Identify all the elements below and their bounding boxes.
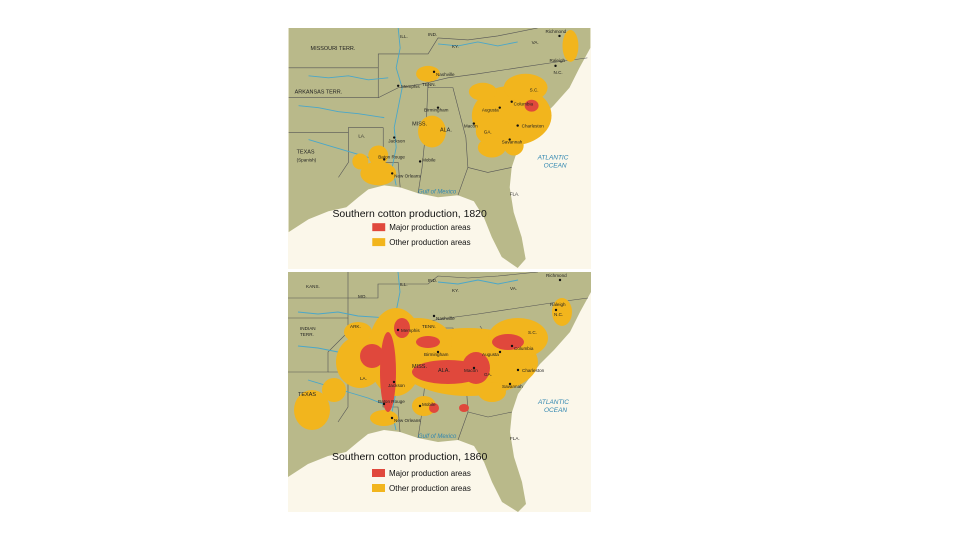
label-indian: INDIAN: [300, 326, 316, 331]
label-ky-1860: KY.: [452, 288, 459, 293]
label-fla-1860: FLA.: [510, 436, 520, 441]
label-ga-1860: GA.: [484, 372, 492, 377]
label-texas-1860: TEXAS: [298, 392, 316, 398]
city-new-orleans: New Orleans: [394, 173, 421, 178]
legend-major-1820: Major production areas: [389, 223, 470, 232]
city-macon: Macon: [464, 124, 478, 129]
city-jackson-1860: Jackson: [388, 383, 405, 388]
city-columbia-1860: Columbia: [514, 346, 534, 351]
label-ky: KY.: [452, 44, 459, 49]
production-1860: [294, 298, 572, 430]
map-1820-svg: MISSOURI TERR. ILL. IND. KY. VA. ARKANSA…: [288, 28, 591, 268]
label-tenn-1860: TENN.: [422, 324, 436, 329]
label-tenn: TENN.: [422, 82, 436, 87]
label-atlantic-1860: ATLANTIC: [537, 399, 569, 406]
city-birmingham-1860: Birmingham: [424, 352, 449, 357]
city-birmingham: Birmingham: [424, 108, 449, 113]
city-augusta: Augusta: [482, 108, 499, 113]
label-ocean-1820: OCEAN: [544, 162, 567, 169]
map-1820: MISSOURI TERR. ILL. IND. KY. VA. ARKANSA…: [288, 28, 591, 269]
label-ark: ARK.: [350, 324, 361, 329]
label-ala: ALA.: [440, 128, 452, 134]
label-nc-1860: N.C.: [554, 312, 563, 317]
city-baton-rouge-1860: Baton Rouge: [378, 399, 405, 404]
map-title-1860: Southern cotton production, 1860: [332, 451, 487, 463]
legend-other-1820: Other production areas: [389, 238, 470, 247]
city-richmond-1860: Richmond: [546, 273, 567, 278]
city-memphis-1860: Memphis: [401, 328, 420, 333]
label-nc: N.C.: [554, 70, 563, 75]
label-ill-1860: ILL.: [400, 282, 408, 287]
label-missouri-terr: MISSOURI TERR.: [311, 46, 356, 52]
label-arkansas-terr: ARKANSAS TERR.: [295, 90, 343, 96]
label-ill: ILL.: [400, 34, 408, 39]
label-atlantic-1820: ATLANTIC: [537, 154, 569, 161]
legend-swatch-major-1820: [372, 223, 386, 232]
city-nashville-1860: Nashville: [436, 316, 455, 321]
legend-major-1860: Major production areas: [389, 469, 471, 478]
label-mo: MO.: [358, 294, 367, 299]
label-gulf-1860: Gulf of Mexico: [418, 434, 457, 440]
city-mobile-1860: Mobile: [422, 402, 436, 407]
city-savannah: Savannah: [502, 140, 523, 145]
legend-other-1860: Other production areas: [389, 484, 471, 493]
city-nashville: Nashville: [436, 72, 455, 77]
label-indian-terr: TERR.: [300, 332, 314, 337]
city-columbia: Columbia: [514, 102, 534, 107]
legend-swatch-other-1820: [372, 238, 386, 247]
label-ind: IND.: [428, 32, 437, 37]
map-1860-svg: KANS. MO. ILL. IND. KY. VA. ARK. TENN. N…: [288, 272, 591, 512]
label-ocean-1860: OCEAN: [544, 407, 567, 414]
city-augusta-1860: Augusta: [482, 352, 499, 357]
city-macon-1860: Macon: [464, 368, 478, 373]
city-charleston-1860: Charleston: [522, 368, 545, 373]
label-va-1860: VA.: [510, 286, 517, 291]
label-miss-1860: MISS.: [412, 364, 427, 370]
label-la: LA.: [358, 134, 365, 139]
map-1860: KANS. MO. ILL. IND. KY. VA. ARK. TENN. N…: [288, 272, 591, 512]
city-savannah-1860: Savannah: [502, 384, 523, 389]
city-raleigh: Raleigh: [550, 58, 566, 63]
city-raleigh-1860: Raleigh: [550, 302, 566, 307]
cities-1820: Richmond Raleigh Nashville Memphis Birmi…: [378, 29, 566, 178]
label-texas: TEXAS: [297, 149, 315, 155]
label-va: VA.: [532, 40, 539, 45]
city-richmond: Richmond: [546, 29, 567, 34]
label-gulf-1820: Gulf of Mexico: [418, 189, 457, 195]
label-ga: GA.: [484, 130, 492, 135]
city-baton-rouge: Baton Rouge: [378, 154, 405, 159]
label-ala-1860: ALA.: [438, 368, 450, 374]
label-la-1860: LA.: [360, 376, 367, 381]
label-fla: FLA.: [510, 191, 520, 196]
label-miss: MISS.: [412, 122, 427, 128]
city-mobile: Mobile: [422, 157, 436, 162]
label-ind-1860: IND.: [428, 278, 437, 283]
cities-1860: Richmond Raleigh Nashville Memphis Birmi…: [378, 273, 567, 423]
city-charleston: Charleston: [522, 124, 545, 129]
city-new-orleans-1860: New Orleans: [394, 418, 421, 423]
label-kans: KANS.: [306, 284, 320, 289]
label-sc-1860: S.C.: [528, 330, 537, 335]
map-title-1820: Southern cotton production, 1820: [332, 209, 487, 220]
label-texas-spanish: (Spanish): [297, 157, 317, 162]
production-1820: [352, 29, 579, 186]
city-jackson: Jackson: [388, 139, 405, 144]
legend-swatch-other-1860: [372, 484, 385, 492]
label-sc: S.C.: [530, 88, 539, 93]
legend-swatch-major-1860: [372, 469, 385, 477]
city-memphis: Memphis: [401, 84, 420, 89]
